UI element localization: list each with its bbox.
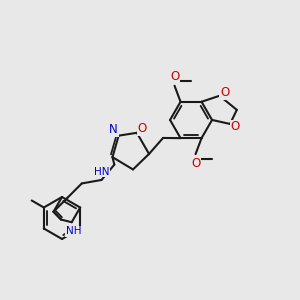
Text: O: O: [137, 122, 146, 135]
Text: HN: HN: [94, 167, 109, 177]
Text: O: O: [230, 120, 240, 134]
Text: NH: NH: [66, 226, 81, 236]
Text: O: O: [220, 86, 229, 99]
Text: N: N: [109, 123, 118, 136]
Text: O: O: [170, 70, 179, 83]
Text: O: O: [191, 157, 200, 169]
